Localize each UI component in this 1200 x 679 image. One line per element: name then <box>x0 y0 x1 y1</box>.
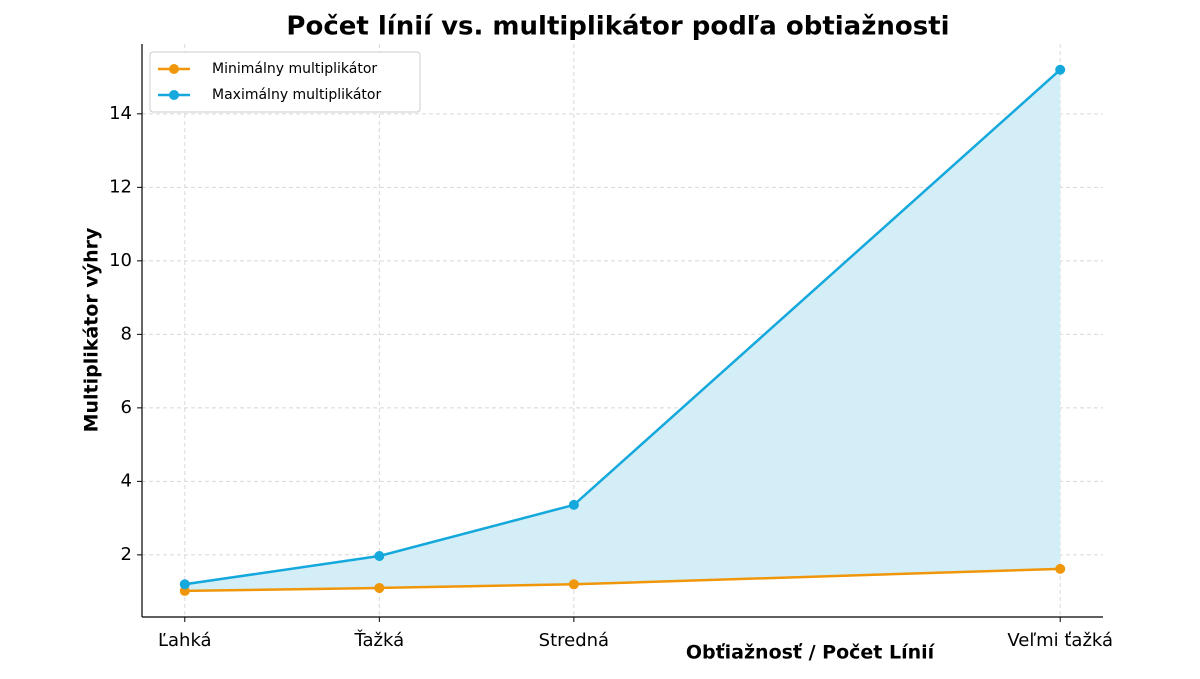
legend-marker <box>169 64 179 74</box>
y-axis-label: Multiplikátor výhry <box>81 227 103 432</box>
y-tick-label: 6 <box>121 397 132 418</box>
point <box>1055 64 1066 75</box>
line <box>184 68 1062 586</box>
point <box>568 579 579 590</box>
point <box>1055 563 1066 574</box>
point <box>374 550 385 561</box>
chart-title: Počet línií vs. multiplikátor podľa obti… <box>286 12 949 42</box>
point <box>179 579 190 590</box>
x-tick-label: Veľmi ťažká <box>1007 630 1113 651</box>
legend-label: Minimálny multiplikátor <box>212 61 377 77</box>
legend-box <box>149 51 421 113</box>
point <box>374 582 385 593</box>
x-tick-label: Ľahká <box>158 630 212 651</box>
y-tick-label: 14 <box>109 103 132 124</box>
x-axis-label: Obťiažnosť / Počet Línií <box>686 642 936 664</box>
y-tick-label: 2 <box>121 544 132 565</box>
y-tick-label: 4 <box>121 470 132 491</box>
y-tick-label: 12 <box>109 176 132 197</box>
point <box>568 499 579 510</box>
y-tick-label: 8 <box>121 323 132 344</box>
legend-label: Maximálny multiplikátor <box>212 87 381 103</box>
line <box>184 567 1061 593</box>
x-tick-label: Stredná <box>539 630 609 651</box>
fill-between <box>184 69 1061 591</box>
x-tick-label: Ťažká <box>354 629 405 651</box>
legend-marker <box>169 90 179 100</box>
y-tick-label: 10 <box>109 250 132 271</box>
